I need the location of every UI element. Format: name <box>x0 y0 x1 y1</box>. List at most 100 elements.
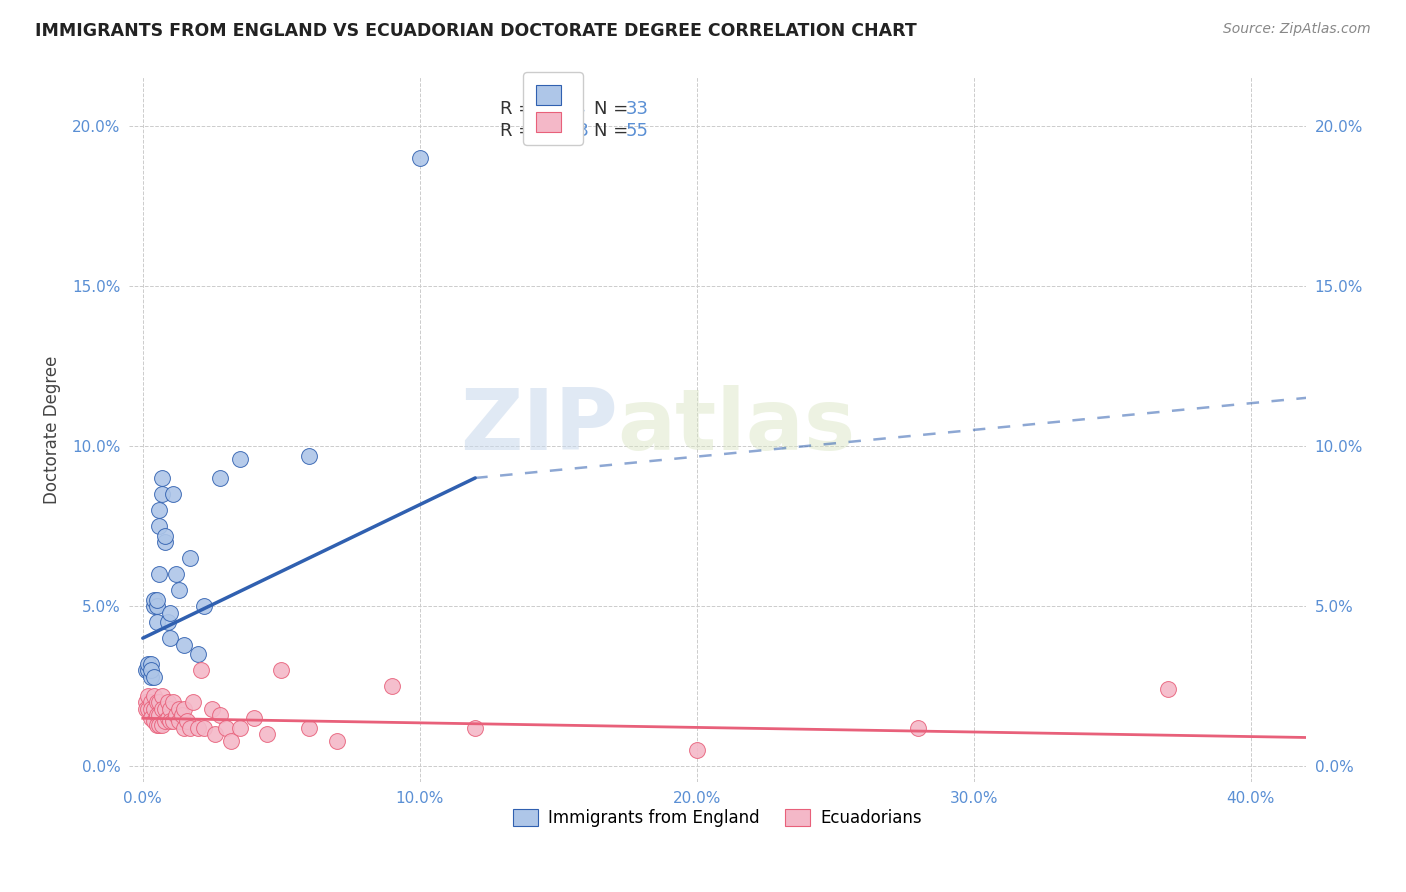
Point <box>148 695 170 709</box>
Point <box>142 670 165 684</box>
Point <box>201 701 224 715</box>
Point <box>215 721 238 735</box>
Text: 55: 55 <box>626 122 648 140</box>
Point <box>409 151 432 165</box>
Point <box>139 670 162 684</box>
Point <box>179 551 201 566</box>
Point <box>136 663 159 677</box>
Point <box>325 733 347 747</box>
Text: atlas: atlas <box>617 384 856 468</box>
Point <box>150 701 173 715</box>
Point <box>142 701 165 715</box>
Point <box>162 714 184 729</box>
Point <box>135 695 157 709</box>
Point <box>381 679 404 693</box>
Text: R =: R = <box>499 122 538 140</box>
Point <box>145 599 167 614</box>
Point <box>156 615 179 629</box>
Point <box>159 606 181 620</box>
Point <box>139 711 162 725</box>
Point <box>153 528 176 542</box>
Point <box>142 714 165 729</box>
Y-axis label: Doctorate Degree: Doctorate Degree <box>44 356 60 504</box>
Point <box>156 695 179 709</box>
Point <box>165 708 187 723</box>
Point <box>170 708 193 723</box>
Point <box>221 733 243 747</box>
Point <box>173 701 195 715</box>
Point <box>165 567 187 582</box>
Point <box>136 657 159 671</box>
Point <box>135 663 157 677</box>
Point <box>159 714 181 729</box>
Point <box>148 567 170 582</box>
Point <box>135 701 157 715</box>
Point <box>145 708 167 723</box>
Point <box>229 721 252 735</box>
Point <box>167 701 190 715</box>
Point <box>209 708 232 723</box>
Text: Source: ZipAtlas.com: Source: ZipAtlas.com <box>1223 22 1371 37</box>
Point <box>136 701 159 715</box>
Point <box>139 663 162 677</box>
Point <box>176 714 198 729</box>
Point <box>179 721 201 735</box>
Point <box>187 647 209 661</box>
Point <box>256 727 278 741</box>
Point <box>464 721 486 735</box>
Point <box>209 471 232 485</box>
Point <box>173 721 195 735</box>
Point <box>150 487 173 501</box>
Point <box>150 471 173 485</box>
Point <box>907 721 929 735</box>
Point <box>193 599 215 614</box>
Point <box>148 503 170 517</box>
Text: R =: R = <box>499 100 538 118</box>
Text: ZIP: ZIP <box>460 384 617 468</box>
Point <box>153 701 176 715</box>
Point <box>193 721 215 735</box>
Point <box>150 717 173 731</box>
Text: N =: N = <box>593 100 634 118</box>
Point <box>142 599 165 614</box>
Text: -0.293: -0.293 <box>531 122 589 140</box>
Legend: Immigrants from England, Ecuadorians: Immigrants from England, Ecuadorians <box>506 803 928 834</box>
Point <box>190 663 212 677</box>
Point <box>159 701 181 715</box>
Point <box>162 695 184 709</box>
Point <box>204 727 226 741</box>
Point <box>148 519 170 533</box>
Point <box>142 689 165 703</box>
Point <box>173 638 195 652</box>
Point <box>167 583 190 598</box>
Point <box>139 657 162 671</box>
Point <box>270 663 292 677</box>
Text: IMMIGRANTS FROM ENGLAND VS ECUADORIAN DOCTORATE DEGREE CORRELATION CHART: IMMIGRANTS FROM ENGLAND VS ECUADORIAN DO… <box>35 22 917 40</box>
Point <box>298 721 321 735</box>
Point <box>162 487 184 501</box>
Point <box>145 695 167 709</box>
Point <box>139 701 162 715</box>
Point <box>686 743 709 757</box>
Point <box>159 631 181 645</box>
Point <box>145 717 167 731</box>
Point <box>229 451 252 466</box>
Point <box>167 714 190 729</box>
Point <box>242 711 264 725</box>
Point <box>139 695 162 709</box>
Point <box>156 711 179 725</box>
Point <box>148 708 170 723</box>
Point <box>153 714 176 729</box>
Point <box>298 449 321 463</box>
Text: N =: N = <box>593 122 634 140</box>
Point <box>150 689 173 703</box>
Point <box>145 615 167 629</box>
Point <box>136 689 159 703</box>
Point <box>187 721 209 735</box>
Text: 0.214: 0.214 <box>536 100 586 118</box>
Point <box>142 592 165 607</box>
Point <box>153 535 176 549</box>
Point <box>1156 682 1178 697</box>
Point <box>181 695 204 709</box>
Text: 33: 33 <box>626 100 648 118</box>
